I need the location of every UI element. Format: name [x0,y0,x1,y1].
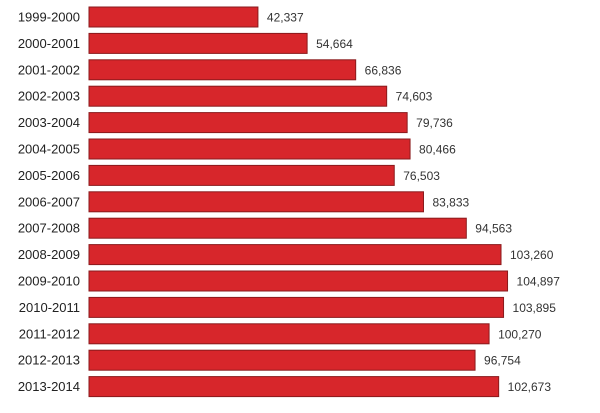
bar-row: 2003-2004 79,736 [18,112,453,134]
bar-row: 1999-2000 42,337 [18,6,304,28]
bar [88,376,500,398]
bar-row: 2013-2014 102,673 [18,376,552,398]
category-label: 2011-2012 [19,326,80,341]
category-label: 2005-2006 [18,168,80,183]
bar [88,6,259,28]
bar [88,138,411,160]
value-label: 103,260 [510,248,554,262]
value-label: 74,603 [396,90,433,104]
bar-row: 2010-2011 103,895 [19,296,557,318]
category-label: 2007-2008 [18,221,80,236]
bar-row: 2002-2003 74,603 [18,85,433,107]
value-label: 80,466 [419,143,456,157]
bar [88,296,505,318]
bar [88,244,502,266]
value-label: 42,337 [267,11,304,25]
category-label: 2000-2001 [18,36,80,51]
bar [88,217,467,239]
category-label: 2003-2004 [18,115,80,130]
bar [88,349,476,371]
bar [88,112,408,134]
bar [88,323,490,345]
value-label: 54,664 [316,37,353,51]
bars-group: 1999-2000 42,337 2000-2001 54,664 2001-2002 6… [18,6,561,398]
value-label: 102,673 [508,380,552,394]
bar-row: 2007-2008 94,563 [18,217,512,239]
bar-row: 2000-2001 54,664 [18,32,353,54]
bar [88,164,395,186]
bar-row: 2006-2007 83,833 [18,191,470,213]
bar [88,85,388,107]
value-label: 103,895 [513,301,557,315]
value-label: 94,563 [475,222,512,236]
bar-row: 2004-2005 80,466 [18,138,456,160]
value-label: 100,270 [498,327,542,341]
bar [88,191,424,213]
bar [88,32,308,54]
category-label: 2001-2002 [18,62,80,77]
category-label: 2006-2007 [18,194,80,209]
value-label: 66,836 [365,63,402,77]
category-label: 1999-2000 [18,10,80,25]
bar-row: 2012-2013 96,754 [18,349,521,371]
category-label: 2002-2003 [18,89,80,104]
category-label: 2009-2010 [18,274,80,289]
bar-row: 2005-2006 76,503 [18,164,440,186]
value-label: 83,833 [432,195,469,209]
value-label: 79,736 [416,116,453,130]
bar-row: 2001-2002 66,836 [18,59,402,81]
category-label: 2012-2013 [18,353,80,368]
category-label: 2010-2011 [19,300,80,315]
value-label: 76,503 [403,169,440,183]
bar-row: 2009-2010 104,897 [18,270,561,292]
category-label: 2004-2005 [18,142,80,157]
category-label: 2013-2014 [18,379,80,394]
value-label: 104,897 [517,275,561,289]
bar [88,270,509,292]
bar-row: 2011-2012 100,270 [19,323,542,345]
bar [88,59,357,81]
bar-row: 2008-2009 103,260 [18,244,554,266]
value-label: 96,754 [484,354,521,368]
category-label: 2008-2009 [18,247,80,262]
